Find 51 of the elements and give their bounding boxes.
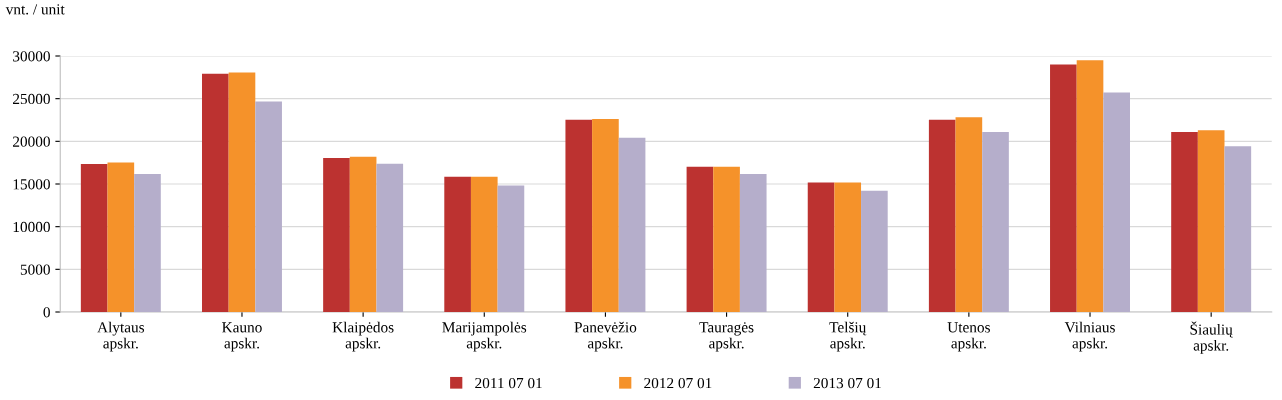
bar [323, 157, 350, 312]
x-tick-label: Utenos apskr. [947, 322, 990, 352]
y-tick-label: 20000 [13, 136, 50, 147]
bar [134, 174, 161, 312]
bar [807, 182, 835, 312]
bar [107, 162, 135, 312]
bar [1076, 60, 1104, 312]
bar [861, 190, 888, 312]
x-tick-label: Klaipėdos apskr. [332, 321, 394, 352]
bar [686, 166, 714, 312]
bar [1103, 92, 1130, 312]
x-tick-label: Šiaulių apskr. [1190, 321, 1233, 354]
bar [928, 119, 956, 312]
y-tick-label: 10000 [13, 221, 50, 233]
y-tick-label: 15000 [13, 179, 50, 190]
bar [255, 101, 282, 312]
bar [1197, 130, 1225, 312]
bar [228, 72, 256, 312]
bar [618, 137, 646, 312]
y-tick-label: 30000 [13, 51, 50, 62]
bar [202, 73, 229, 312]
bar [955, 117, 983, 312]
y-tick-label: 25000 [13, 93, 50, 105]
legend-label: 2011 07 01 [475, 377, 542, 389]
bar [1171, 131, 1198, 312]
legend-label: 2012 07 01 [644, 377, 712, 389]
bar [444, 176, 471, 312]
bar [834, 182, 862, 312]
x-tick-label: Telšių apskr. [829, 321, 867, 352]
bar [376, 163, 404, 312]
bar [592, 118, 619, 312]
bar [982, 131, 1009, 312]
y-tick-label: 0 [43, 307, 50, 318]
bar [1224, 146, 1252, 312]
y-axis-title: vnt. / unit [5, 4, 65, 15]
bar [565, 119, 593, 312]
bar [739, 174, 767, 312]
x-tick-label: Marijampolės apskr. [442, 321, 527, 352]
x-tick-label: Alytaus apskr. [97, 321, 145, 352]
bar [497, 185, 525, 312]
bar [470, 176, 498, 312]
bar [713, 166, 740, 312]
x-tick-label: Vilniaus apskr. [1064, 321, 1115, 352]
x-tick-label: Tauragės apskr. [699, 322, 754, 352]
x-tick-label: Panevėžio apskr. [574, 321, 637, 352]
bar [349, 156, 377, 312]
x-tick-label: Kauno apskr. [222, 322, 262, 352]
y-tick-label: 5000 [20, 264, 50, 275]
bar [80, 164, 108, 312]
bar [1050, 64, 1077, 312]
legend-label: 2013 07 01 [813, 377, 881, 389]
